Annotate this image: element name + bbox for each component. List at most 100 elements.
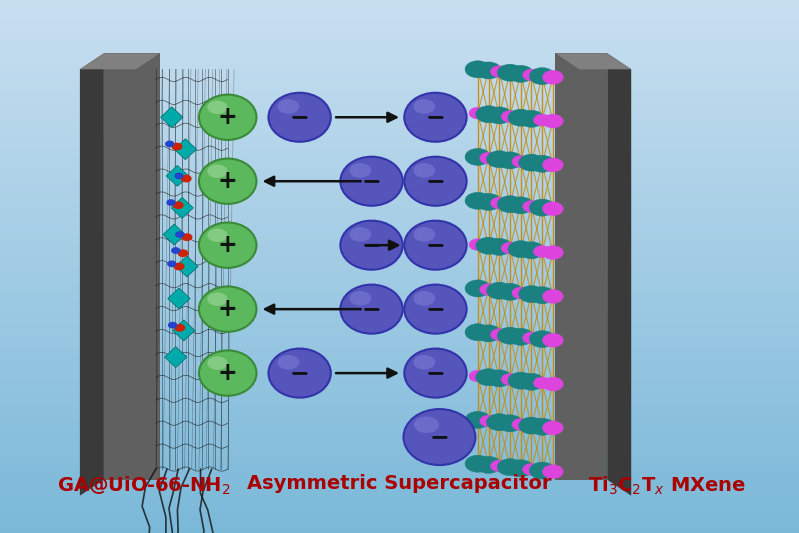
Bar [0, 312, 799, 314]
Circle shape [475, 325, 501, 342]
Circle shape [530, 330, 555, 348]
Circle shape [469, 107, 487, 119]
Circle shape [530, 155, 555, 172]
Polygon shape [168, 288, 190, 309]
Circle shape [543, 465, 563, 479]
Bar [0, 469, 799, 472]
Circle shape [175, 325, 185, 331]
Bar [0, 80, 799, 83]
Bar [0, 117, 799, 120]
Circle shape [497, 284, 523, 301]
Bar [0, 99, 799, 101]
Text: −: − [290, 361, 309, 385]
Bar [0, 203, 799, 205]
Bar [0, 432, 799, 434]
Bar [0, 227, 799, 229]
Circle shape [501, 242, 519, 254]
Polygon shape [104, 53, 160, 480]
Bar [0, 232, 799, 235]
Ellipse shape [207, 101, 228, 114]
Text: −: − [430, 425, 449, 449]
Bar [0, 426, 799, 429]
Circle shape [534, 246, 551, 257]
Bar [0, 21, 799, 24]
Circle shape [172, 248, 180, 253]
Ellipse shape [207, 165, 228, 178]
Bar [0, 109, 799, 112]
Bar [0, 400, 799, 402]
Circle shape [479, 152, 497, 164]
Bar [0, 171, 799, 173]
Bar [0, 173, 799, 176]
Bar [0, 504, 799, 506]
Circle shape [487, 107, 512, 124]
Bar [0, 517, 799, 520]
Bar [0, 152, 799, 155]
Bar [0, 51, 799, 53]
Bar [0, 440, 799, 442]
Circle shape [512, 156, 530, 167]
Bar [0, 261, 799, 264]
Circle shape [465, 324, 491, 341]
Bar [0, 88, 799, 91]
Bar [0, 120, 799, 123]
Circle shape [543, 70, 563, 84]
Bar [0, 368, 799, 370]
Circle shape [534, 377, 551, 389]
Bar [0, 197, 799, 200]
Text: +: + [218, 233, 237, 257]
Bar [0, 424, 799, 426]
Text: +: + [218, 169, 237, 193]
Bar [0, 530, 799, 533]
Bar [0, 229, 799, 232]
Bar [0, 168, 799, 171]
Bar [0, 389, 799, 392]
Circle shape [530, 462, 555, 479]
Bar [0, 165, 799, 168]
Bar [0, 410, 799, 413]
Circle shape [469, 239, 487, 251]
Bar [0, 187, 799, 189]
Bar [0, 184, 799, 187]
Circle shape [475, 237, 501, 254]
Circle shape [512, 418, 530, 430]
Ellipse shape [404, 93, 467, 142]
Bar [0, 458, 799, 461]
Bar [0, 240, 799, 243]
Text: −: − [426, 233, 445, 257]
Bar [0, 235, 799, 237]
Polygon shape [176, 256, 198, 277]
Bar [0, 237, 799, 240]
Polygon shape [166, 165, 189, 187]
Circle shape [519, 286, 544, 303]
Circle shape [479, 415, 497, 427]
Bar [0, 115, 799, 117]
Text: Ti$_3$C$_2$T$_x$ MXene: Ti$_3$C$_2$T$_x$ MXene [588, 474, 746, 497]
Circle shape [176, 232, 184, 237]
Bar [0, 322, 799, 325]
Text: +: + [218, 105, 237, 130]
Bar [0, 67, 799, 69]
Bar [0, 498, 799, 501]
Bar [0, 205, 799, 208]
Circle shape [543, 114, 563, 128]
Polygon shape [173, 320, 195, 341]
Ellipse shape [268, 349, 331, 398]
Bar [0, 493, 799, 496]
Circle shape [530, 418, 555, 435]
Bar [0, 378, 799, 381]
Circle shape [174, 263, 184, 270]
Bar [0, 282, 799, 285]
Bar [0, 448, 799, 450]
Text: −: − [426, 105, 445, 130]
Text: +: + [218, 297, 237, 321]
Circle shape [508, 197, 534, 214]
Bar [0, 402, 799, 405]
Circle shape [497, 152, 523, 169]
Circle shape [173, 143, 182, 150]
Bar [0, 338, 799, 341]
Bar [0, 256, 799, 259]
Circle shape [497, 64, 523, 81]
Bar [0, 466, 799, 469]
Bar [0, 219, 799, 221]
